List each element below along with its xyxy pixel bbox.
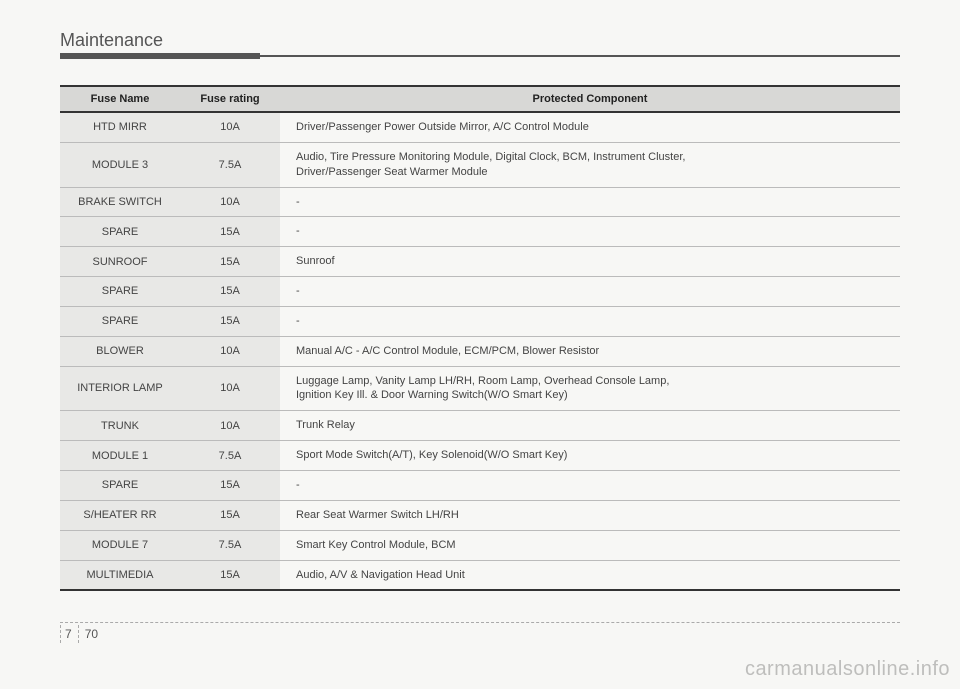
watermark-text: carmanualsonline.info <box>745 658 950 681</box>
cell-fuse-rating: 15A <box>180 306 280 336</box>
cell-fuse-name: MODULE 7 <box>60 530 180 560</box>
cell-fuse-rating: 10A <box>180 411 280 441</box>
title-rule <box>60 55 900 57</box>
cell-protected-component: Rear Seat Warmer Switch LH/RH <box>280 500 900 530</box>
cell-protected-component: - <box>280 470 900 500</box>
table-row: S/HEATER RR15ARear Seat Warmer Switch LH… <box>60 500 900 530</box>
table-row: BLOWER10AManual A/C - A/C Control Module… <box>60 336 900 366</box>
cell-protected-component: - <box>280 306 900 336</box>
cell-protected-component: - <box>280 277 900 307</box>
cell-fuse-rating: 15A <box>180 500 280 530</box>
cell-protected-component: Luggage Lamp, Vanity Lamp LH/RH, Room La… <box>280 366 900 411</box>
table-row: TRUNK10ATrunk Relay <box>60 411 900 441</box>
page-footer: 7 70 <box>60 622 900 643</box>
cell-protected-component: Sport Mode Switch(A/T), Key Solenoid(W/O… <box>280 441 900 471</box>
cell-fuse-name: SPARE <box>60 470 180 500</box>
cell-fuse-rating: 7.5A <box>180 142 280 187</box>
chapter-number: 7 <box>60 625 78 643</box>
cell-fuse-name: BLOWER <box>60 336 180 366</box>
cell-fuse-name: INTERIOR LAMP <box>60 366 180 411</box>
cell-fuse-rating: 10A <box>180 112 280 142</box>
cell-protected-component: - <box>280 217 900 247</box>
header-fuse-name: Fuse Name <box>60 86 180 112</box>
cell-fuse-name: MODULE 1 <box>60 441 180 471</box>
cell-protected-component: Manual A/C - A/C Control Module, ECM/PCM… <box>280 336 900 366</box>
cell-fuse-rating: 10A <box>180 187 280 217</box>
page: Maintenance Fuse Name Fuse rating Protec… <box>0 0 960 591</box>
cell-fuse-name: BRAKE SWITCH <box>60 187 180 217</box>
cell-fuse-rating: 7.5A <box>180 441 280 471</box>
cell-fuse-rating: 15A <box>180 217 280 247</box>
cell-fuse-name: MODULE 3 <box>60 142 180 187</box>
table-row: HTD MIRR10ADriver/Passenger Power Outsid… <box>60 112 900 142</box>
cell-protected-component: Driver/Passenger Power Outside Mirror, A… <box>280 112 900 142</box>
cell-fuse-rating: 15A <box>180 470 280 500</box>
cell-fuse-rating: 15A <box>180 277 280 307</box>
cell-fuse-name: HTD MIRR <box>60 112 180 142</box>
table-row: INTERIOR LAMP10ALuggage Lamp, Vanity Lam… <box>60 366 900 411</box>
table-row: MODULE 37.5AAudio, Tire Pressure Monitor… <box>60 142 900 187</box>
page-number-box: 7 70 <box>60 625 102 643</box>
table-row: SPARE15A- <box>60 277 900 307</box>
cell-protected-component: Audio, A/V & Navigation Head Unit <box>280 560 900 590</box>
cell-fuse-name: SUNROOF <box>60 247 180 277</box>
table-row: SPARE15A- <box>60 306 900 336</box>
table-row: MODULE 77.5ASmart Key Control Module, BC… <box>60 530 900 560</box>
page-number: 70 <box>78 625 102 643</box>
table-row: SPARE15A- <box>60 217 900 247</box>
header-protected-component: Protected Component <box>280 86 900 112</box>
cell-fuse-name: SPARE <box>60 277 180 307</box>
cell-fuse-name: S/HEATER RR <box>60 500 180 530</box>
cell-protected-component: Sunroof <box>280 247 900 277</box>
fuse-table-wrap: Fuse Name Fuse rating Protected Componen… <box>60 85 900 591</box>
header-fuse-rating: Fuse rating <box>180 86 280 112</box>
cell-fuse-rating: 15A <box>180 247 280 277</box>
table-row: BRAKE SWITCH10A- <box>60 187 900 217</box>
fuse-table: Fuse Name Fuse rating Protected Componen… <box>60 85 900 591</box>
section-title: Maintenance <box>60 30 900 51</box>
cell-fuse-name: SPARE <box>60 217 180 247</box>
table-row: MODULE 17.5ASport Mode Switch(A/T), Key … <box>60 441 900 471</box>
table-header-row: Fuse Name Fuse rating Protected Componen… <box>60 86 900 112</box>
cell-fuse-name: MULTIMEDIA <box>60 560 180 590</box>
cell-fuse-rating: 10A <box>180 366 280 411</box>
table-row: SUNROOF15ASunroof <box>60 247 900 277</box>
cell-fuse-name: SPARE <box>60 306 180 336</box>
cell-fuse-rating: 7.5A <box>180 530 280 560</box>
cell-protected-component: Audio, Tire Pressure Monitoring Module, … <box>280 142 900 187</box>
cell-protected-component: Trunk Relay <box>280 411 900 441</box>
cell-fuse-rating: 10A <box>180 336 280 366</box>
table-row: SPARE15A- <box>60 470 900 500</box>
cell-fuse-rating: 15A <box>180 560 280 590</box>
cell-protected-component: - <box>280 187 900 217</box>
cell-fuse-name: TRUNK <box>60 411 180 441</box>
table-row: MULTIMEDIA15AAudio, A/V & Navigation Hea… <box>60 560 900 590</box>
cell-protected-component: Smart Key Control Module, BCM <box>280 530 900 560</box>
